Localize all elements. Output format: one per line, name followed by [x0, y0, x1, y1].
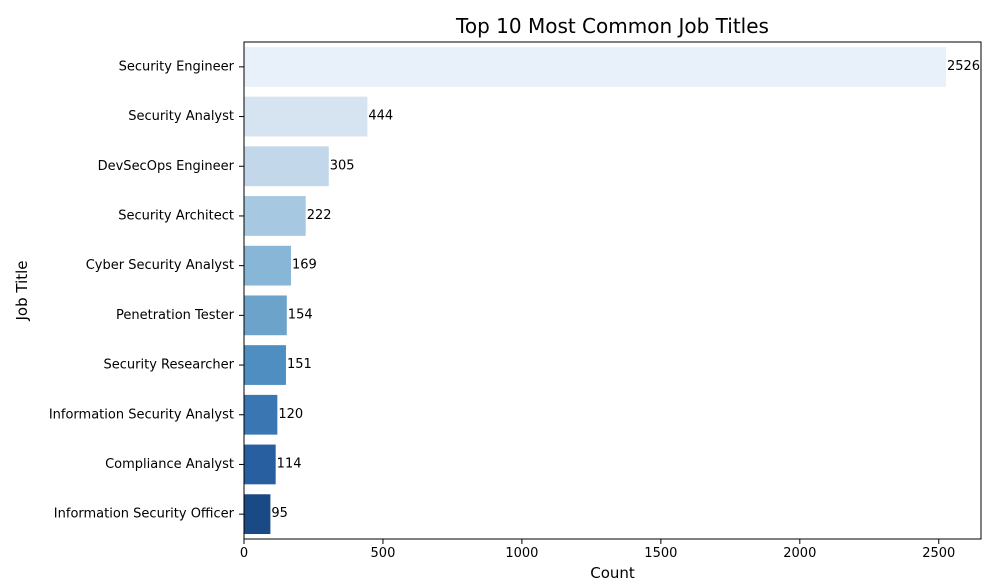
- y-axis-ticks: Security Engineer Security Analyst DevSecO…: [49, 59, 244, 522]
- bar-information-security-analyst: [244, 394, 278, 435]
- bar-compliance-analyst: [244, 444, 276, 485]
- data-label-security-architect: 222: [307, 208, 332, 223]
- y-tick-label-information-security-analyst: Information Security Analyst: [49, 407, 234, 422]
- x-tick-label-500: 500: [371, 546, 396, 561]
- data-label-information-security-officer: 95: [271, 506, 288, 521]
- x-axis-label: Count: [590, 564, 635, 582]
- y-tick-label-devsecops-engineer: DevSecOps Engineer: [98, 159, 235, 174]
- y-tick-label-compliance-analyst: Compliance Analyst: [105, 457, 234, 472]
- bar-security-analyst: [244, 96, 368, 137]
- x-tick-label-1500: 1500: [644, 546, 677, 561]
- data-label-information-security-analyst: 120: [278, 407, 303, 422]
- data-label-security-engineer: 2526: [947, 59, 980, 74]
- bar-cyber-security-analyst: [244, 245, 291, 286]
- data-label-security-analyst: 444: [368, 109, 393, 124]
- x-tick-label-2500: 2500: [922, 546, 955, 561]
- data-label-compliance-analyst: 114: [277, 456, 302, 471]
- chart-title: Top 10 Most Common Job Titles: [455, 14, 769, 38]
- bar-information-security-officer: [244, 494, 271, 535]
- plot-frame: [243, 41, 982, 540]
- bar-security-architect: [244, 196, 306, 236]
- y-tick-label-cyber-security-analyst: Cyber Security Analyst: [86, 258, 234, 273]
- bar-devsecops-engineer: [244, 146, 329, 187]
- bar-security-researcher: [244, 345, 286, 385]
- bar-penetration-tester: [244, 295, 287, 336]
- x-tick-label-1000: 1000: [505, 546, 538, 561]
- y-tick-label-security-researcher: Security Researcher: [104, 358, 235, 373]
- bars-group: [244, 46, 946, 535]
- x-axis-ticks: 0 500 1000 1500 2000 2500: [240, 539, 955, 561]
- y-tick-label-security-engineer: Security Engineer: [119, 59, 235, 74]
- y-tick-label-security-analyst: Security Analyst: [128, 109, 234, 124]
- data-label-devsecops-engineer: 305: [330, 158, 355, 173]
- data-labels-group: 2526 444 305 222 169 154 151 120 114 95: [271, 59, 980, 521]
- data-label-cyber-security-analyst: 169: [292, 258, 317, 273]
- y-tick-label-security-architect: Security Architect: [118, 208, 234, 223]
- data-label-security-researcher: 151: [287, 357, 312, 372]
- x-tick-label-0: 0: [240, 546, 248, 561]
- y-axis-label: Job Title: [13, 260, 31, 321]
- y-tick-label-penetration-tester: Penetration Tester: [116, 308, 235, 323]
- bar-security-engineer: [244, 46, 946, 87]
- data-label-penetration-tester: 154: [288, 307, 313, 322]
- y-tick-label-information-security-officer: Information Security Officer: [54, 507, 235, 522]
- x-tick-label-2000: 2000: [783, 546, 816, 561]
